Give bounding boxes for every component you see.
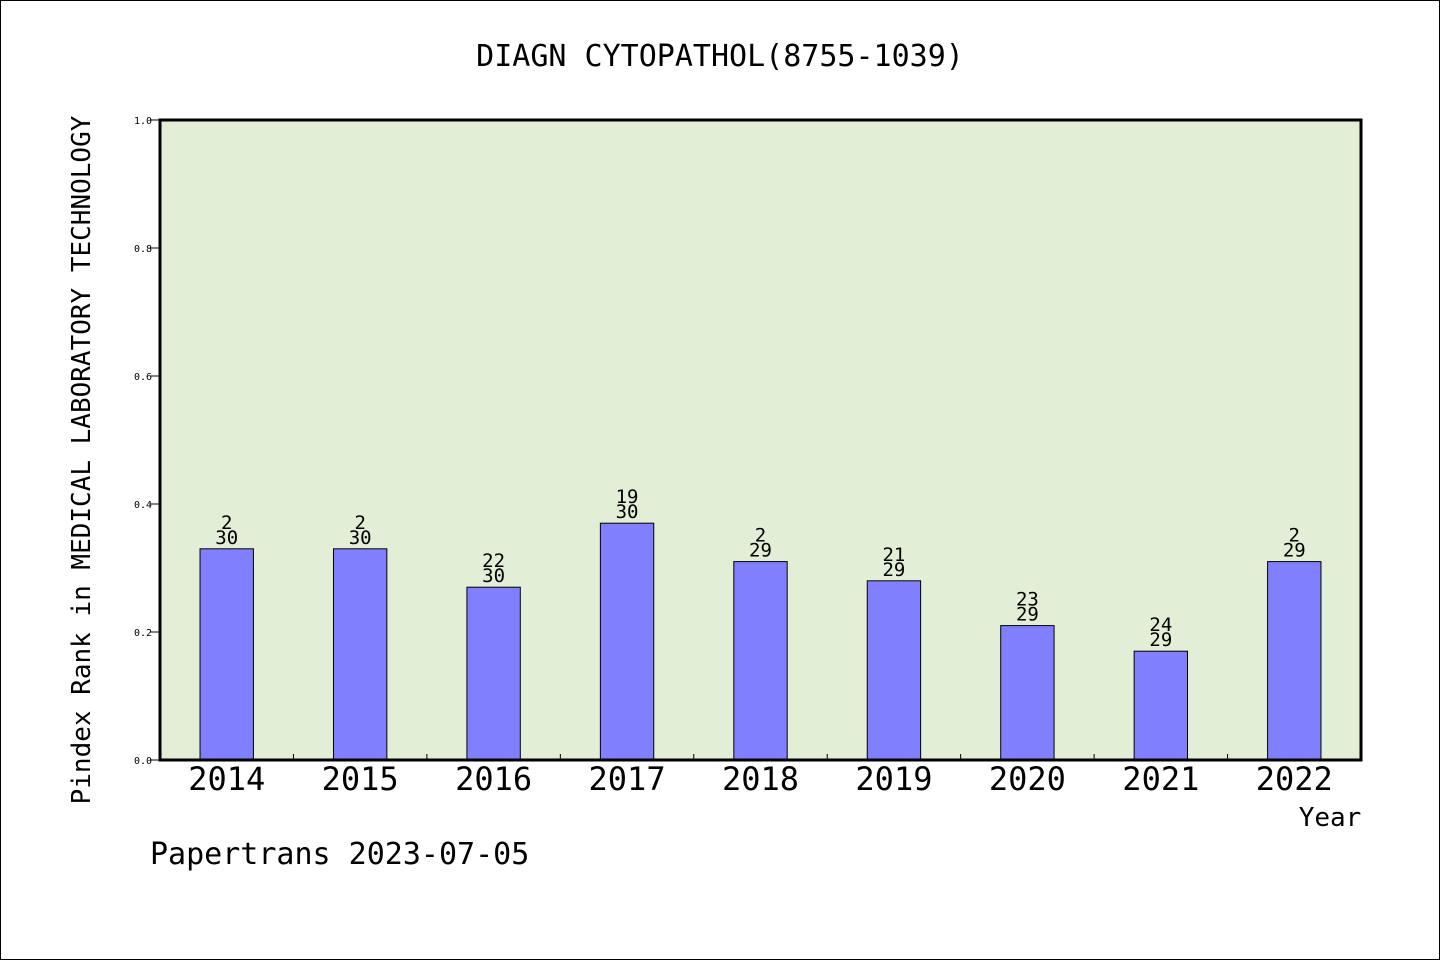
x-tick-label: 2021 bbox=[1122, 760, 1199, 798]
bar-rank-label: 24 bbox=[1149, 614, 1172, 636]
x-tick-label: 2017 bbox=[589, 760, 666, 798]
bar-2016 bbox=[466, 586, 521, 761]
x-tick-label: 2015 bbox=[322, 760, 399, 798]
y-tick-label: 0.4 bbox=[134, 500, 152, 511]
bar-rank-label: 2 bbox=[1289, 525, 1300, 547]
x-tick-label: 2018 bbox=[722, 760, 799, 798]
plot-border bbox=[158, 118, 1363, 762]
bar-rank-label: 22 bbox=[482, 550, 505, 572]
y-tick-label: 1.0 bbox=[134, 116, 152, 127]
bar-rank-label: 21 bbox=[882, 544, 905, 566]
y-tick-label: 0.2 bbox=[134, 628, 152, 639]
x-axis-label: Year bbox=[1299, 803, 1362, 833]
y-tick-label: 0.0 bbox=[134, 756, 152, 767]
x-tick-label: 2022 bbox=[1256, 760, 1333, 798]
y-tick-label: 0.6 bbox=[134, 372, 152, 383]
bar-rank-label: 2 bbox=[354, 512, 365, 534]
bar-2021 bbox=[1133, 650, 1189, 761]
footer-stamp: Papertrans 2023-07-05 bbox=[150, 837, 529, 872]
bar-2018 bbox=[733, 561, 788, 761]
bar-total-label: 30 bbox=[482, 565, 505, 587]
bar-total-label: 29 bbox=[1016, 604, 1039, 626]
bar-total-label: 29 bbox=[749, 540, 772, 562]
x-tick-label: 2020 bbox=[989, 760, 1066, 798]
x-axis: 2014 2015 2016 2017 2018 2019 2020 2021 2022 bbox=[188, 754, 1333, 798]
bar-rank-label: 23 bbox=[1016, 589, 1039, 611]
bar-total-label: 29 bbox=[882, 559, 905, 581]
x-tick-label: 2019 bbox=[855, 760, 932, 798]
bar-rank-label: 19 bbox=[616, 486, 639, 508]
bar-2022 bbox=[1267, 561, 1322, 761]
bar-rank-label: 2 bbox=[221, 512, 232, 534]
bar-total-label: 30 bbox=[215, 527, 238, 549]
bar-total-label: 30 bbox=[616, 501, 639, 523]
bar-2017 bbox=[599, 522, 655, 761]
bar-2014 bbox=[199, 548, 254, 761]
bars bbox=[199, 522, 1322, 761]
y-axis-label: Pindex Rank in MEDICAL LABORATORY TECHNO… bbox=[67, 115, 97, 804]
bar-total-label: 29 bbox=[1283, 540, 1306, 562]
bar-2020 bbox=[1000, 625, 1055, 761]
bar-total-label: 30 bbox=[349, 527, 372, 549]
y-tick-label: 0.8 bbox=[134, 244, 152, 255]
bar-total-label: 29 bbox=[1149, 629, 1172, 651]
x-tick-label: 2014 bbox=[188, 760, 265, 798]
bar-rank-label: 2 bbox=[755, 525, 766, 547]
x-tick-label: 2016 bbox=[455, 760, 532, 798]
bar-2015 bbox=[332, 548, 388, 761]
y-axis: 0.0 0.2 0.4 0.6 0.8 1.0 bbox=[134, 116, 160, 767]
bar-2019 bbox=[866, 580, 922, 761]
chart-title: DIAGN CYTOPATHOL(8755-1039) bbox=[476, 39, 964, 74]
